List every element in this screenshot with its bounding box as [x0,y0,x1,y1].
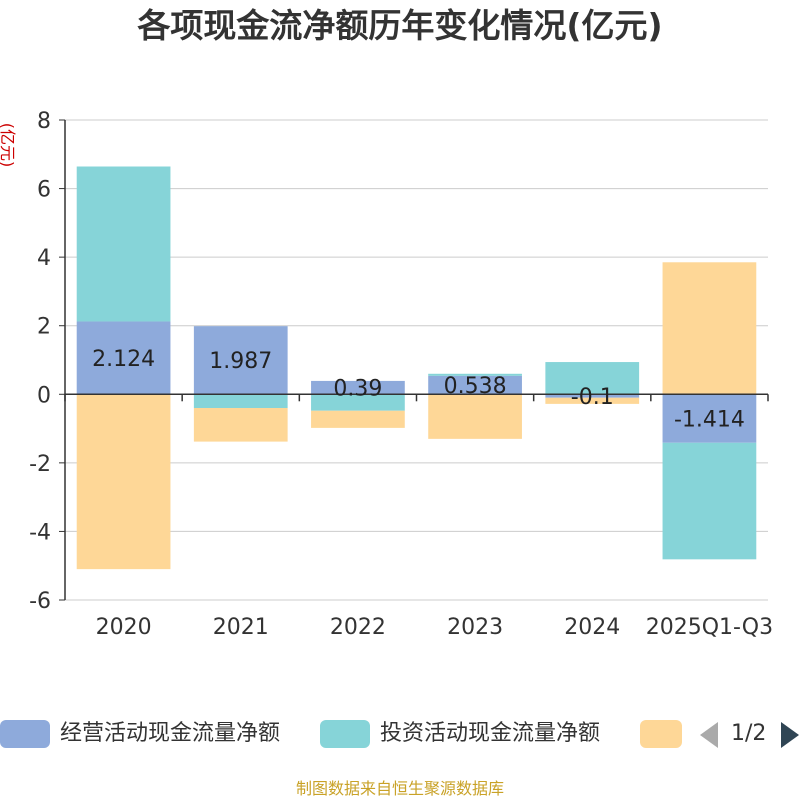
bar-financing-2022 [311,410,405,428]
bar-investing-2024 [545,362,640,395]
y-tick-label: -6 [29,589,51,614]
bar-operating-2025Q1-Q3 [662,394,757,443]
y-tick-label: 2 [37,315,51,340]
legend-next-page-icon[interactable] [781,722,799,748]
x-tick-label: 2021 [213,615,269,640]
data-label: -1.414 [674,408,745,433]
bar-operating-2022 [311,380,405,395]
x-tick-label: 2024 [564,615,620,640]
source-note: 制图数据来自恒生聚源数据库 [295,779,504,798]
legend-swatch-operating [0,720,50,748]
bar-investing-2023 [428,373,522,376]
legend-page-indicator: 1/2 [731,721,767,746]
y-tick-label: -2 [29,452,51,477]
data-label: 0.538 [444,374,507,399]
y-tick-label: 6 [37,178,51,203]
y-tick-label: 0 [37,383,51,408]
legend-swatch-investing [320,720,370,748]
y-axis-label: (亿元) [0,123,17,168]
y-tick-label: -4 [29,520,51,545]
bar-financing-2025Q1-Q3 [662,262,757,395]
data-label: 2.124 [92,347,155,372]
bar-investing-2020 [76,166,171,322]
bar-operating-2020 [76,321,171,395]
x-tick-label: 2022 [330,615,386,640]
data-label: -0.1 [571,385,614,410]
legend-prev-page-icon[interactable] [700,722,718,748]
x-tick-label: 2023 [447,615,503,640]
chart-plot: -6 -4 -2 0 2 4 6 8 (亿元) 2020 2021 2022 2023 2024 2025Q… [0,109,773,640]
bar-operating-2023 [428,375,522,395]
y-tick-label: 8 [37,109,51,134]
data-label: 1.987 [209,349,272,374]
bar-financing-2021 [193,408,288,442]
bar-investing-2021 [193,394,288,408]
data-label: 0.39 [333,377,382,402]
bar-financing-2024 [545,397,640,404]
legend-label-investing: 投资活动现金流量净额 [380,721,601,746]
legend: 经营活动现金流量净额 投资活动现金流量净额 1/2 [0,714,800,754]
bar-investing-2025Q1-Q3 [662,442,757,560]
chart-title: 各项现金流净额历年变化情况(亿元) [137,6,663,45]
legend-swatch-financing [640,720,682,748]
legend-label-operating: 经营活动现金流量净额 [60,721,281,746]
y-tick-label: 4 [37,246,51,271]
x-tick-label: 2025Q1-Q3 [646,615,773,640]
x-tick-label: 2020 [96,615,152,640]
bar-financing-2023 [428,394,522,439]
bar-financing-2020 [76,394,171,570]
bar-operating-2021 [193,326,288,395]
bar-investing-2022 [311,394,405,411]
bar-operating-2024 [545,394,640,398]
